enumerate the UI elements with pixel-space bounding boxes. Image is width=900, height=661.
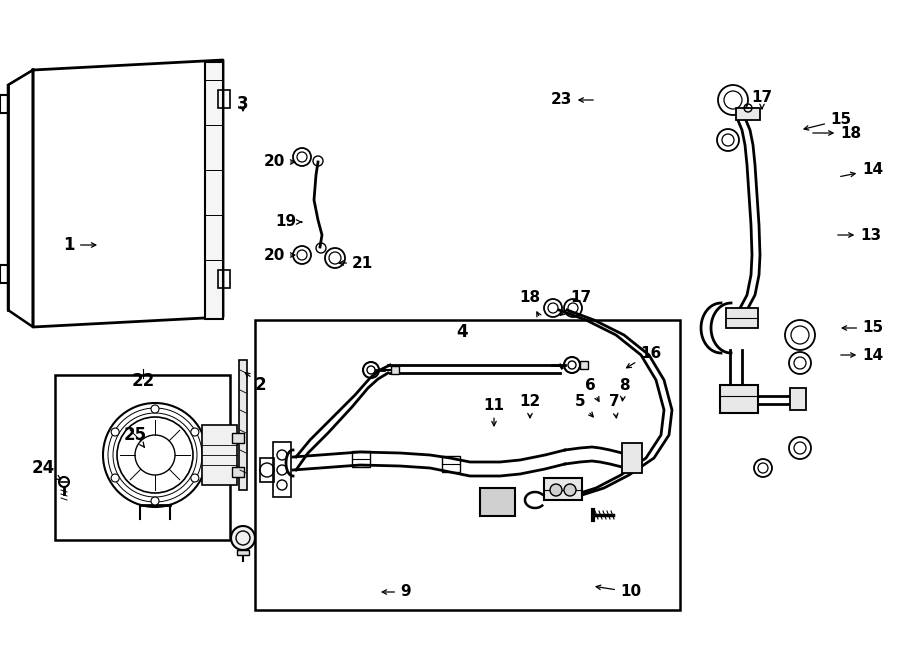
Bar <box>218 270 230 288</box>
Text: 16: 16 <box>626 346 662 368</box>
Text: 10: 10 <box>596 584 641 600</box>
Bar <box>232 467 244 477</box>
Bar <box>622 443 642 473</box>
Text: 23: 23 <box>551 93 593 108</box>
Circle shape <box>151 405 159 413</box>
Circle shape <box>564 484 576 496</box>
Text: 25: 25 <box>123 426 147 447</box>
Text: 9: 9 <box>382 584 410 600</box>
Circle shape <box>191 474 199 482</box>
Text: 24: 24 <box>32 459 60 480</box>
Text: 5: 5 <box>575 395 593 417</box>
Text: 14: 14 <box>841 348 883 362</box>
Text: 1: 1 <box>64 236 95 254</box>
Text: 18: 18 <box>813 126 861 141</box>
Bar <box>237 550 249 555</box>
Text: 12: 12 <box>519 395 541 418</box>
Circle shape <box>112 474 119 482</box>
Bar <box>720 385 758 413</box>
Text: 8: 8 <box>618 377 629 401</box>
Circle shape <box>151 497 159 505</box>
Bar <box>255 320 680 610</box>
Text: 18: 18 <box>519 290 541 317</box>
Text: 19: 19 <box>274 215 302 229</box>
Text: 2: 2 <box>246 373 266 394</box>
Circle shape <box>191 428 199 436</box>
Text: 6: 6 <box>585 377 599 401</box>
Bar <box>580 361 588 369</box>
Text: 20: 20 <box>264 247 295 262</box>
Bar <box>391 366 399 374</box>
Bar <box>790 388 806 410</box>
Text: 13: 13 <box>838 227 881 243</box>
Bar <box>273 442 291 497</box>
Text: 20: 20 <box>264 155 295 169</box>
Text: 11: 11 <box>483 397 505 426</box>
Bar <box>544 478 582 500</box>
Bar <box>205 62 223 319</box>
Circle shape <box>112 428 119 436</box>
Text: 21: 21 <box>339 256 374 270</box>
Text: 17: 17 <box>752 90 772 108</box>
Bar <box>260 458 274 482</box>
Text: 15: 15 <box>842 321 883 336</box>
Bar <box>480 488 515 516</box>
Bar <box>55 375 230 540</box>
Text: 15: 15 <box>804 112 851 130</box>
Bar <box>726 308 758 328</box>
Bar <box>232 433 244 443</box>
Circle shape <box>231 526 255 550</box>
Bar <box>736 108 760 120</box>
Text: 14: 14 <box>841 163 883 178</box>
Text: 17: 17 <box>560 290 591 315</box>
Text: 7: 7 <box>608 395 619 418</box>
Bar <box>239 360 247 490</box>
Text: 4: 4 <box>456 323 468 341</box>
Bar <box>202 425 237 485</box>
Circle shape <box>550 484 562 496</box>
Text: 22: 22 <box>131 372 155 390</box>
Bar <box>352 451 370 467</box>
Bar <box>218 90 230 108</box>
Text: 3: 3 <box>238 95 248 113</box>
Bar <box>442 456 460 472</box>
